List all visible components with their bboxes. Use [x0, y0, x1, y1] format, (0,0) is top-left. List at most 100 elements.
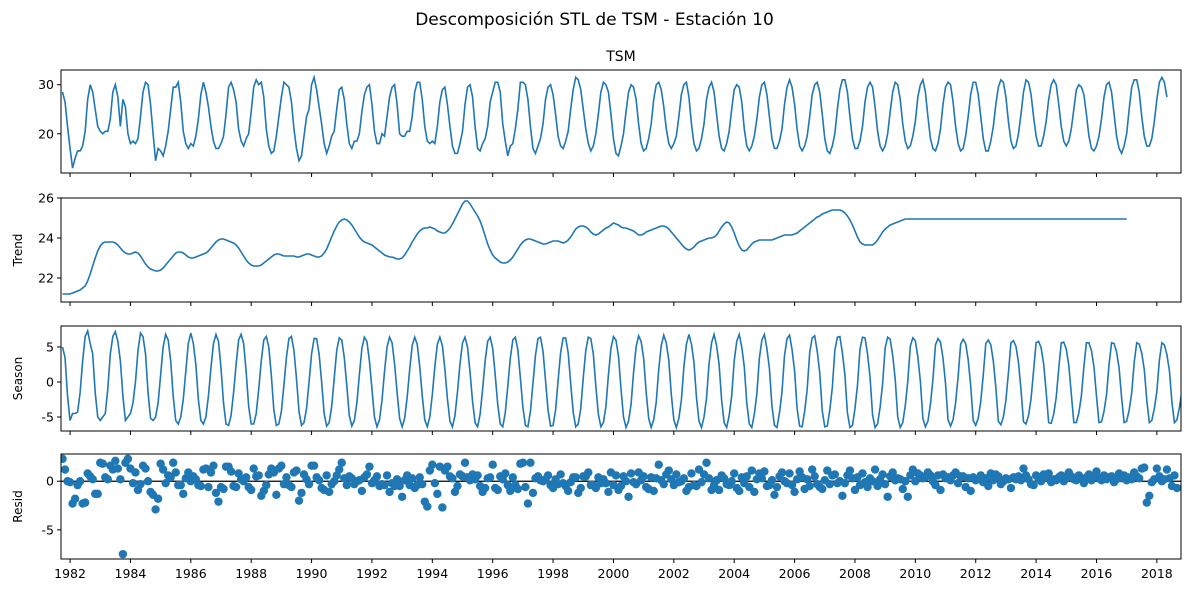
resid-point — [365, 462, 374, 471]
resid-xtick-label: 2018 — [1141, 566, 1173, 581]
resid-point — [161, 478, 170, 488]
resid-xtick-label: 1994 — [416, 566, 448, 581]
resid-point — [787, 480, 797, 490]
resid-point — [309, 461, 319, 470]
resid-point — [428, 460, 437, 469]
resid-point — [395, 481, 404, 491]
resid-point — [473, 471, 482, 480]
season-ylabel: Season — [11, 357, 25, 401]
resid-point — [845, 466, 855, 475]
resid-point — [443, 462, 452, 471]
resid-point — [171, 468, 180, 477]
resid-point — [277, 461, 286, 470]
resid-point — [639, 472, 648, 481]
resid-point — [523, 499, 533, 508]
trend-panel: 22 24 26 Trend — [11, 191, 1182, 306]
tsm-series-line — [61, 74, 1168, 169]
resid-point — [176, 480, 185, 490]
resid-point — [88, 475, 97, 484]
resid-point — [911, 477, 920, 486]
resid-xtick-label: 1990 — [296, 566, 328, 581]
resid-point — [382, 471, 392, 480]
resid-point — [304, 479, 314, 489]
resid-ylabel: Resid — [11, 490, 25, 522]
tsm-ytick-label: 20 — [38, 126, 54, 141]
resid-point — [757, 474, 767, 483]
resid-point — [1006, 483, 1016, 493]
trend-ytick-label: 22 — [38, 271, 54, 286]
resid-point — [730, 469, 739, 478]
resid-point — [901, 477, 910, 486]
resid-xtick-label: 1996 — [477, 566, 509, 581]
resid-point — [563, 486, 573, 496]
resid-point — [415, 473, 424, 482]
resid-point — [790, 487, 799, 497]
resid-point — [314, 476, 324, 485]
resid-point — [697, 477, 706, 487]
resid-point — [750, 487, 759, 497]
resid-xtick-label: 1982 — [54, 566, 86, 581]
trend-ytick-label: 26 — [38, 191, 54, 206]
tsm-ytick-label: 30 — [38, 77, 54, 92]
resid-point — [342, 480, 351, 490]
resid-point — [123, 454, 133, 464]
resid-point — [392, 475, 402, 484]
resid-point — [742, 472, 751, 481]
resid-point — [984, 481, 993, 491]
resid-point — [513, 484, 523, 494]
resid-point — [649, 486, 658, 496]
resid-point — [196, 481, 206, 491]
resid-point — [1044, 469, 1053, 478]
resid-point — [211, 488, 221, 498]
resid-point — [767, 476, 777, 485]
resid-point — [1135, 474, 1144, 483]
resid-point — [966, 486, 975, 496]
resid-point — [654, 460, 663, 469]
resid-point — [735, 486, 744, 496]
resid-point — [838, 491, 847, 501]
resid-point — [1029, 480, 1038, 490]
resid-point — [1140, 463, 1149, 472]
resid-point — [727, 477, 736, 486]
resid-point — [702, 458, 711, 467]
resid-point — [903, 492, 912, 501]
resid-point — [249, 464, 258, 473]
resid-point — [153, 494, 163, 503]
trend-ytick-label: 24 — [38, 231, 54, 246]
season-ytick-label: -5 — [42, 410, 54, 425]
resid-point — [571, 473, 580, 482]
resid-point — [294, 496, 304, 505]
trend-ylabel: Trend — [11, 234, 25, 268]
resid-point — [687, 469, 696, 478]
resid-point — [254, 471, 263, 480]
resid-point — [430, 478, 440, 488]
resid-point — [179, 489, 188, 499]
trend-axes-frame — [60, 197, 1182, 303]
resid-point — [878, 470, 887, 479]
resid-point — [169, 458, 178, 467]
resid-point — [898, 484, 907, 494]
resid-point — [70, 494, 80, 503]
resid-point — [143, 477, 153, 486]
resid-point — [113, 464, 123, 473]
resid-points — [61, 454, 1181, 559]
resid-point — [204, 482, 213, 492]
resid-point — [128, 478, 138, 488]
resid-point — [98, 459, 107, 468]
resid-xtick-label: 1986 — [175, 566, 207, 581]
resid-point — [209, 461, 218, 470]
resid-point — [543, 471, 553, 480]
resid-point — [231, 482, 241, 492]
resid-point — [883, 492, 892, 501]
resid-point — [433, 489, 442, 499]
figure-title: Descomposición STL de TSM - Estación 10 — [415, 10, 774, 30]
resid-xtick-label: 2016 — [1081, 566, 1113, 581]
panels: 20 30 TSM 22 24 26 Trend -5 0 5 Season -5 0 1982 1984 1… — [11, 49, 1182, 581]
resid-point — [116, 475, 125, 484]
resid-point — [1170, 471, 1179, 480]
resid-point — [488, 460, 497, 469]
resid-point — [604, 487, 613, 497]
resid-point — [770, 490, 779, 500]
resid-ytick-label: 0 — [46, 474, 54, 489]
